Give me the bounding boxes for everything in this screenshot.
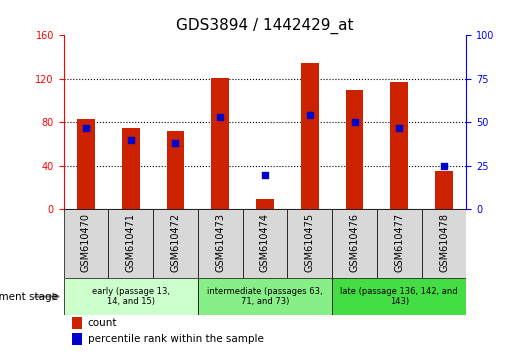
Text: percentile rank within the sample: percentile rank within the sample	[88, 334, 263, 344]
Point	[395, 125, 403, 131]
Bar	[243, 210, 287, 278]
Text: GSM610472: GSM610472	[171, 213, 181, 272]
Bar	[72, 333, 82, 345]
Text: GSM610475: GSM610475	[305, 213, 315, 272]
Text: GSM610476: GSM610476	[349, 213, 359, 272]
Bar	[346, 90, 364, 210]
Text: late (passage 136, 142, and
143): late (passage 136, 142, and 143)	[340, 287, 458, 306]
Text: development stage: development stage	[0, 292, 58, 302]
Bar	[422, 210, 466, 278]
Point	[127, 137, 135, 143]
Bar	[332, 278, 466, 315]
Point	[261, 172, 269, 177]
Text: GSM610477: GSM610477	[394, 213, 404, 272]
Bar	[64, 210, 108, 278]
Point	[171, 141, 180, 146]
Bar	[377, 210, 422, 278]
Text: GSM610471: GSM610471	[126, 213, 136, 272]
Bar	[256, 199, 274, 210]
Bar	[108, 210, 153, 278]
Bar	[211, 78, 229, 210]
Text: count: count	[88, 318, 117, 328]
Bar	[122, 128, 140, 210]
Bar	[198, 278, 332, 315]
Text: intermediate (passages 63,
71, and 73): intermediate (passages 63, 71, and 73)	[207, 287, 323, 306]
Text: GSM610470: GSM610470	[81, 213, 91, 272]
Bar	[166, 131, 184, 210]
Text: GSM610474: GSM610474	[260, 213, 270, 272]
Bar	[153, 210, 198, 278]
Title: GDS3894 / 1442429_at: GDS3894 / 1442429_at	[176, 18, 354, 34]
Point	[305, 113, 314, 118]
Bar	[435, 171, 453, 210]
Text: GSM610478: GSM610478	[439, 213, 449, 272]
Bar	[198, 210, 243, 278]
Bar	[72, 317, 82, 329]
Bar	[301, 63, 319, 210]
Point	[82, 125, 90, 131]
Point	[350, 120, 359, 125]
Text: early (passage 13,
14, and 15): early (passage 13, 14, and 15)	[92, 287, 170, 306]
Bar	[332, 210, 377, 278]
Bar	[77, 119, 95, 210]
Point	[440, 163, 448, 169]
Text: GSM610473: GSM610473	[215, 213, 225, 272]
Bar	[287, 210, 332, 278]
Point	[216, 114, 225, 120]
Bar	[64, 278, 198, 315]
Bar	[390, 82, 408, 210]
